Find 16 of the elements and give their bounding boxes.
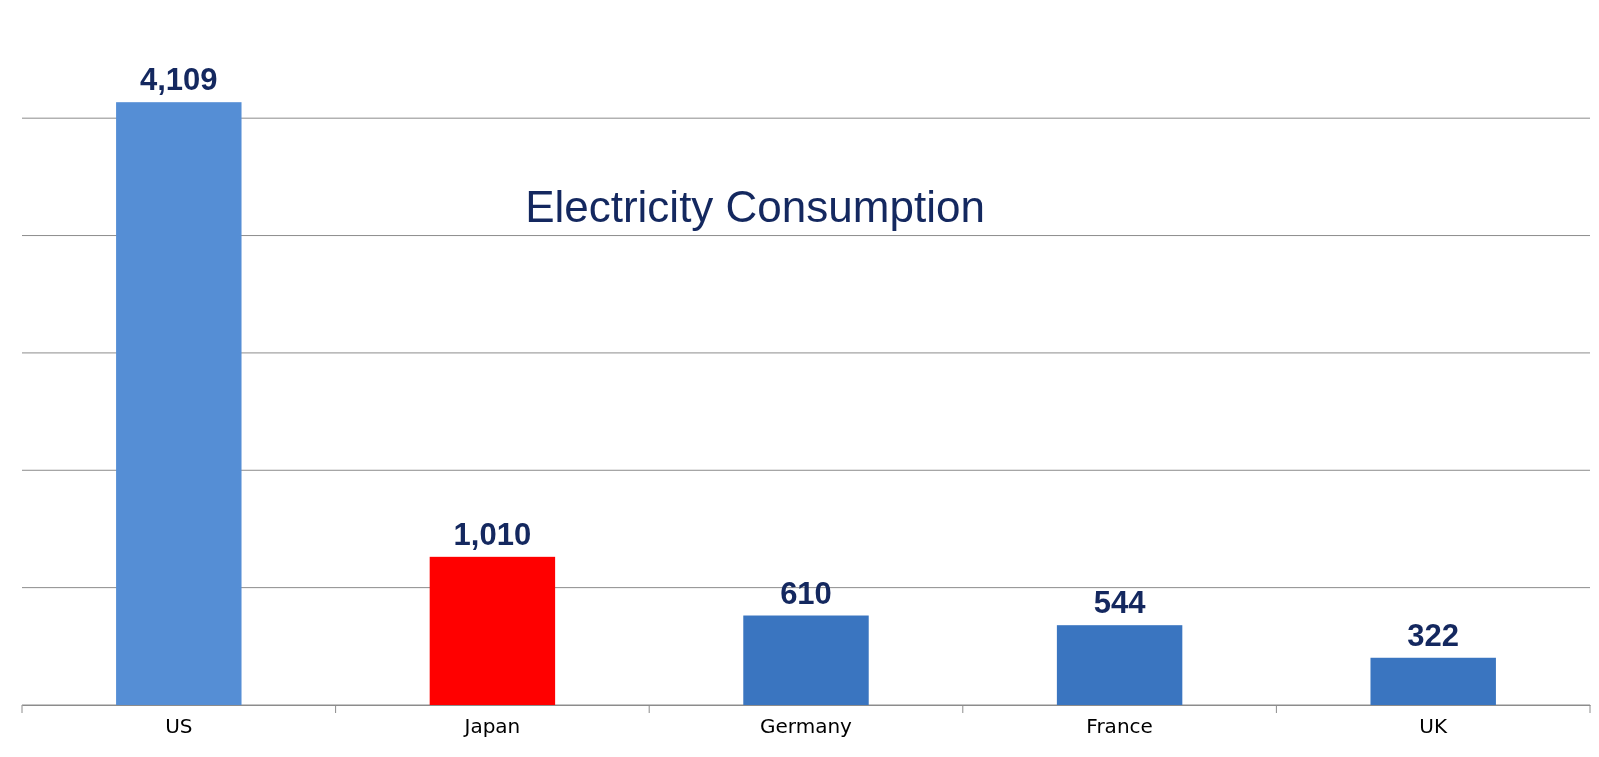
bar: [743, 615, 869, 705]
bar: [1370, 657, 1496, 705]
data-label: 1,010: [453, 516, 532, 552]
data-label: 544: [1093, 585, 1147, 621]
x-tick-label: Japan: [462, 714, 521, 739]
bar: [429, 556, 556, 705]
bar: [116, 102, 242, 705]
data-label: 322: [1407, 617, 1460, 653]
bar: [1056, 625, 1183, 705]
x-tick-label: US: [165, 714, 193, 739]
data-label: 610: [780, 575, 832, 611]
x-tick-label: UK: [1419, 714, 1448, 739]
x-tick-label: France: [1086, 714, 1153, 739]
text: Electricity Consumption: [525, 182, 985, 231]
x-tick-label: Germany: [760, 714, 853, 739]
data-label: 4,109: [140, 62, 218, 98]
